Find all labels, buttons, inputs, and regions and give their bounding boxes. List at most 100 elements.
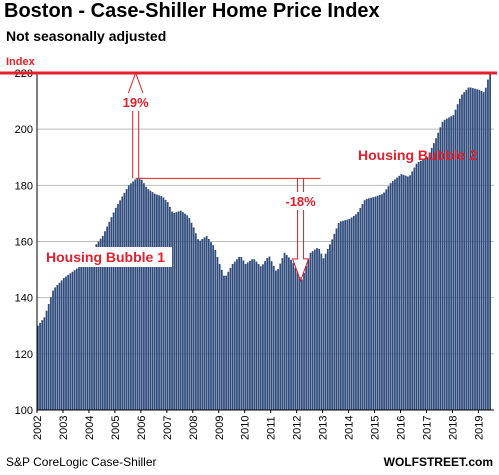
x-tick-label: 2012 — [292, 416, 304, 440]
bar — [203, 237, 206, 410]
x-tick-label: 2010 — [240, 416, 252, 440]
housing-bubble-2-label: Housing Bubble 2 — [358, 147, 477, 163]
bar — [65, 276, 67, 410]
bar — [458, 98, 461, 411]
bar — [244, 263, 247, 410]
bar — [210, 242, 212, 410]
x-tick-label: 2011 — [266, 416, 278, 440]
bar — [130, 183, 132, 410]
bar — [101, 235, 104, 410]
bar — [268, 256, 271, 410]
bar — [305, 266, 308, 410]
down-arrow-label-bg — [281, 192, 320, 210]
bar — [259, 266, 262, 410]
bar — [39, 322, 41, 410]
y-tick-label: 120 — [15, 349, 33, 361]
bar — [73, 270, 76, 410]
bar — [402, 174, 405, 410]
x-tick-label: 2016 — [396, 416, 408, 440]
bar — [437, 132, 440, 410]
bar — [288, 257, 290, 410]
bar — [322, 258, 325, 410]
bar — [368, 198, 370, 410]
axes — [36, 73, 494, 411]
bar — [264, 261, 266, 410]
bar — [188, 218, 191, 410]
bar — [242, 260, 245, 410]
bar — [290, 259, 292, 410]
bar — [372, 197, 375, 410]
x-tick-label: 2015 — [370, 416, 382, 440]
bar — [426, 157, 429, 410]
bar — [262, 264, 264, 410]
bar — [296, 272, 299, 410]
bar — [333, 233, 336, 410]
bar — [106, 226, 109, 410]
bar — [307, 259, 310, 410]
bar — [292, 263, 295, 410]
bar — [489, 73, 492, 410]
bar — [108, 221, 111, 410]
y-ticks: 100120140160180200220 — [15, 68, 33, 417]
bar — [54, 287, 57, 410]
bar — [255, 261, 258, 410]
bar — [229, 267, 232, 410]
annotations: 19% -18% Housing Bubble 1 Housing Bubble 2 I… — [0, 56, 497, 283]
bar — [58, 282, 61, 410]
bar — [331, 239, 334, 410]
bar — [461, 94, 463, 411]
bar — [350, 217, 353, 410]
bar — [104, 231, 106, 410]
bar — [86, 255, 89, 410]
bar — [339, 221, 342, 410]
bar — [428, 152, 431, 410]
bar — [450, 116, 453, 410]
bar — [134, 179, 137, 410]
bar — [199, 240, 202, 410]
bar — [168, 206, 171, 410]
bar — [166, 202, 169, 410]
bar — [270, 261, 273, 410]
index-label: Index — [6, 56, 36, 68]
bar — [201, 239, 204, 410]
bar — [253, 259, 256, 410]
bar — [348, 219, 351, 410]
bar — [205, 235, 208, 410]
bar — [432, 143, 435, 411]
bar — [112, 212, 115, 410]
x-tick-label: 2017 — [421, 416, 433, 440]
bar — [346, 219, 349, 410]
bar — [407, 176, 409, 410]
bar — [365, 198, 368, 410]
bar — [149, 190, 152, 410]
bar — [275, 270, 277, 410]
bar — [186, 215, 189, 410]
x-tick-label: 2008 — [188, 416, 200, 440]
bar — [93, 247, 96, 410]
bar — [361, 204, 364, 410]
bar — [324, 253, 327, 410]
bar — [88, 252, 91, 410]
bar — [197, 239, 199, 410]
bar — [99, 238, 102, 410]
bar — [357, 211, 360, 410]
bar — [246, 262, 249, 410]
bar — [389, 183, 392, 410]
x-tick-label: 2002 — [32, 416, 44, 440]
y-tick-label: 140 — [15, 293, 33, 305]
x-ticks: 2002 2003 2004 2005 2006 2007 2008 2009 2010 2011… — [32, 410, 485, 440]
bar — [463, 92, 466, 410]
bar — [175, 212, 178, 410]
bar — [320, 253, 323, 410]
bar — [480, 91, 483, 410]
bar — [441, 121, 444, 410]
bar — [177, 211, 180, 410]
bar — [482, 92, 485, 410]
bar — [279, 263, 282, 410]
bar — [456, 104, 459, 410]
bar — [400, 174, 403, 410]
bar — [216, 256, 219, 410]
bar — [184, 213, 186, 410]
bar — [309, 252, 312, 410]
bar — [277, 269, 279, 410]
